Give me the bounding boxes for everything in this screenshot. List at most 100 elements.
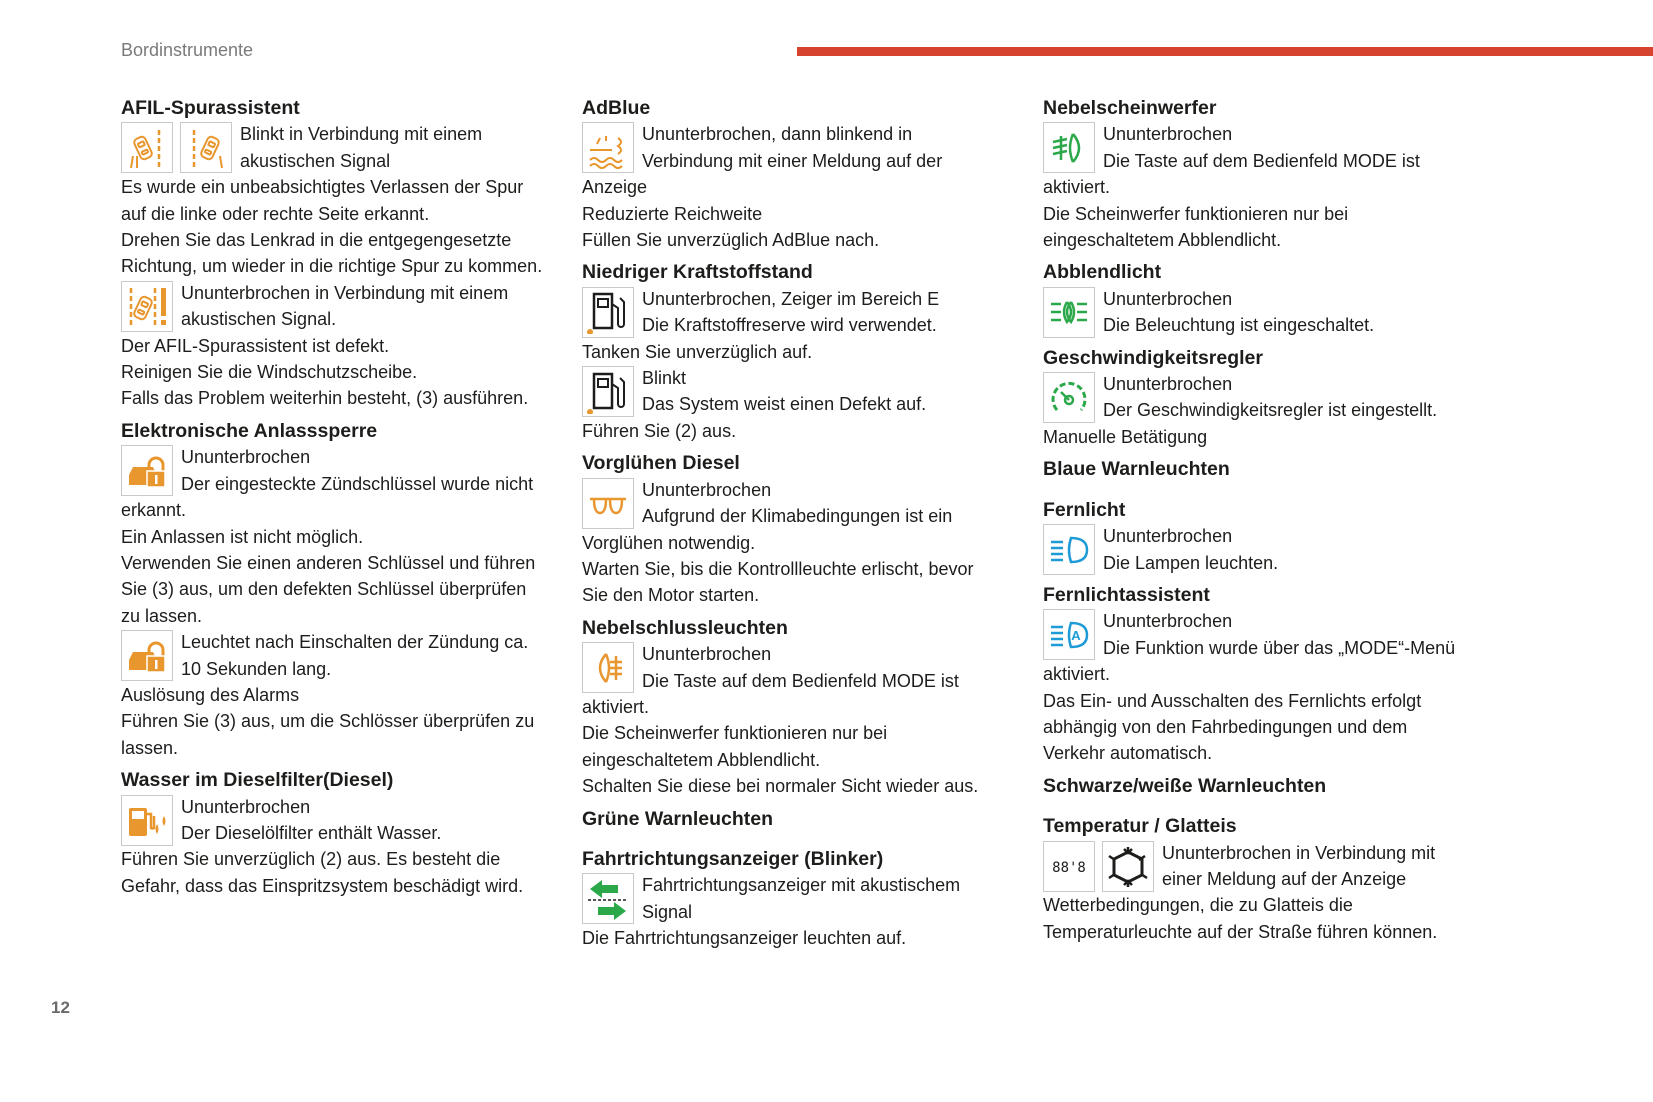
paragraph: Manuelle Betätigung xyxy=(1043,424,1493,450)
icon-description: Ununterbrochen, Zeiger im Bereich E Die K… xyxy=(642,286,939,339)
paragraph: Anzeige Reduzierte Reichweite Füllen Sie u… xyxy=(582,174,1032,253)
text-line: aktiviert. xyxy=(1043,177,1111,198)
text-line: Die Scheinwerfer funktionieren nur bei xyxy=(582,723,888,744)
text-line: einer Meldung auf der Anzeige xyxy=(1162,868,1407,889)
icon-group xyxy=(582,641,634,694)
icon-group xyxy=(582,365,634,418)
group-heading: Schwarze/weiße Warnleuchten xyxy=(1043,774,1327,797)
text-line: Sie den Motor starten. xyxy=(582,585,760,606)
text-line: Ununterbrochen xyxy=(1103,611,1233,632)
lane-assist-fault-icon xyxy=(121,280,173,332)
text-line: Signal xyxy=(642,901,693,922)
text-line: Die Lampen leuchten. xyxy=(1103,552,1279,573)
text-line: Manuelle Betätigung xyxy=(1043,426,1208,447)
icon-group xyxy=(121,444,173,497)
paragraph: aktiviert. Die Scheinwerfer funktionieren… xyxy=(1043,174,1493,253)
icon-description: Fahrtrichtungsanzeiger mit akustischem Si… xyxy=(642,872,960,925)
ice-warning-icon xyxy=(1102,840,1154,892)
text-line: Warten Sie, bis die Kontrollleuchte erli… xyxy=(582,558,974,579)
text-line: eingeschaltetem Abblendlicht. xyxy=(1043,230,1282,251)
section-title: Bordinstrumente xyxy=(121,40,254,60)
immobiliser-icon xyxy=(121,630,173,682)
turn-indicators-icon xyxy=(582,873,634,925)
paragraph: Vorglühen notwendig. Warten Sie, bis die … xyxy=(582,530,1032,609)
warning-light-row: Fahrtrichtungsanzeiger mit akustischem Si… xyxy=(582,872,1032,925)
warning-light-row: Ununterbrochen in Verbindung mit einem ak… xyxy=(121,280,571,333)
text-line: Leuchtet nach Einschalten der Zündung ca… xyxy=(181,632,529,653)
paragraph: erkannt. Ein Anlassen ist nicht möglich. V… xyxy=(121,497,571,629)
warning-light-row: Ununterbrochen Der Geschwindigkeitsregler… xyxy=(1043,371,1493,424)
column-3: Nebelscheinwerfer Ununterbrochen Die Taste… xyxy=(1043,95,1493,945)
warning-light-row: Ununterbrochen, Zeiger im Bereich E Die K… xyxy=(582,286,1032,339)
icon-group: 88'8 xyxy=(1043,840,1154,892)
icon-group xyxy=(121,794,173,846)
text-line: Richtung, um wieder in die richtige Spur… xyxy=(121,256,543,277)
text-line: Auslösung des Alarms xyxy=(121,684,300,705)
group-heading: Grüne Warnleuchten xyxy=(582,807,774,830)
text-line: akustischen Signal. xyxy=(181,309,337,330)
warning-light-row: Ununterbrochen Die Beleuchtung ist einges… xyxy=(1043,286,1493,339)
text-line: eingeschaltetem Abblendlicht. xyxy=(582,749,821,770)
text-line: Die Funktion wurde über das „MODE“-Menü xyxy=(1103,637,1456,658)
text-line: Führen Sie (3) aus, um die Schlösser übe… xyxy=(121,711,535,732)
section-heading: Geschwindigkeitsregler xyxy=(1043,346,1263,369)
paragraph: Es wurde ein unbeabsichtigtes Verlassen … xyxy=(121,174,571,280)
paragraph: Führen Sie unverzüglich (2) aus. Es best… xyxy=(121,846,571,899)
section-heading: AFIL-Spurassistent xyxy=(121,97,300,119)
paragraph: Tanken Sie unverzüglich auf. xyxy=(582,339,1032,365)
text-line: lassen. xyxy=(121,737,179,758)
icon-group xyxy=(1043,121,1095,174)
text-line: Die Fahrtrichtungsanzeiger leuchten auf. xyxy=(582,928,907,949)
text-line: zu lassen. xyxy=(121,605,203,626)
front-fog-light-icon xyxy=(1043,122,1095,174)
text-line: aktiviert. xyxy=(1043,664,1111,685)
section-heading: Niedriger Kraftstoffstand xyxy=(582,261,813,284)
icon-group xyxy=(582,872,634,925)
auto-main-beam-icon: A xyxy=(1043,609,1095,661)
text-line: Drehen Sie das Lenkrad in die entgegenge… xyxy=(121,230,512,251)
icon-description: Blinkt in Verbindung mit einem akustische… xyxy=(240,121,482,174)
text-line: Gefahr, dass das Einspritzsystem beschäd… xyxy=(121,875,524,896)
text-line: Vorglühen notwendig. xyxy=(582,532,756,553)
temperature-display-icon: 88'8 xyxy=(1043,840,1095,892)
text-line: Die Kraftstoffreserve wird verwendet. xyxy=(642,315,937,336)
icon-group xyxy=(121,280,173,332)
section-heading: Elektronische Anlasssperre xyxy=(121,419,378,442)
text-line: abhängig von den Fahrbedingungen und dem xyxy=(1043,716,1408,737)
icon-group xyxy=(1043,523,1095,576)
icon-description: Ununterbrochen Die Taste auf dem Bedienfe… xyxy=(1103,121,1420,174)
warning-light-row: Ununterbrochen Der Dieselölfilter enthält… xyxy=(121,794,571,847)
warning-light-row: Ununterbrochen, dann blinkend in Verbindu… xyxy=(582,121,1032,174)
text-line: Der Geschwindigkeitsregler ist eingestel… xyxy=(1103,400,1438,421)
warning-light-row: Ununterbrochen Der eingesteckte Zündschlü… xyxy=(121,444,571,497)
icon-description: Ununterbrochen Die Beleuchtung ist einges… xyxy=(1103,286,1374,339)
text-line: aktiviert. xyxy=(582,696,650,717)
icon-description: Ununterbrochen Die Taste auf dem Bedienfe… xyxy=(642,641,959,694)
text-line: Ununterbrochen xyxy=(1103,526,1233,547)
text-line: Die Taste auf dem Bedienfeld MODE ist xyxy=(642,670,959,691)
text-line: Verbindung mit einer Meldung auf der xyxy=(642,150,943,171)
text-line: Ununterbrochen xyxy=(642,479,772,500)
text-line: Falls das Problem weiterhin besteht, (3)… xyxy=(121,388,529,409)
icon-description: Ununterbrochen Die Funktion wurde über da… xyxy=(1103,608,1455,661)
warning-light-row: Blinkt in Verbindung mit einem akustische… xyxy=(121,121,571,174)
cruise-control-icon xyxy=(1043,372,1095,424)
header-accent-bar xyxy=(797,47,1653,56)
text-line: Ununterbrochen, Zeiger im Bereich E xyxy=(642,288,940,309)
text-line: Wetterbedingungen, die zu Glatteis die xyxy=(1043,895,1353,916)
fuel-pump-icon xyxy=(582,286,634,338)
text-line: Ununterbrochen in Verbindung mit xyxy=(1162,842,1436,863)
text-line: Ununterbrochen xyxy=(181,447,311,468)
icon-description: Ununterbrochen in Verbindung mit einer Me… xyxy=(1162,840,1435,893)
warning-light-row: Ununterbrochen Die Lampen leuchten. xyxy=(1043,523,1493,576)
text-line: Die Taste auf dem Bedienfeld MODE ist xyxy=(1103,150,1420,171)
text-line: Blinkt in Verbindung mit einem xyxy=(240,124,483,145)
icon-group xyxy=(121,121,232,174)
paragraph: aktiviert. Das Ein- und Ausschalten des F… xyxy=(1043,661,1493,767)
text-line: Füllen Sie unverzüglich AdBlue nach. xyxy=(582,230,880,251)
page-number: 12 xyxy=(51,998,70,1017)
icon-group xyxy=(582,286,634,338)
text-line: Führen Sie unverzüglich (2) aus. Es best… xyxy=(121,849,501,870)
text-line: Der eingesteckte Zündschlüssel wurde nic… xyxy=(181,473,534,494)
icon-description: Ununterbrochen, dann blinkend in Verbindu… xyxy=(642,121,942,174)
